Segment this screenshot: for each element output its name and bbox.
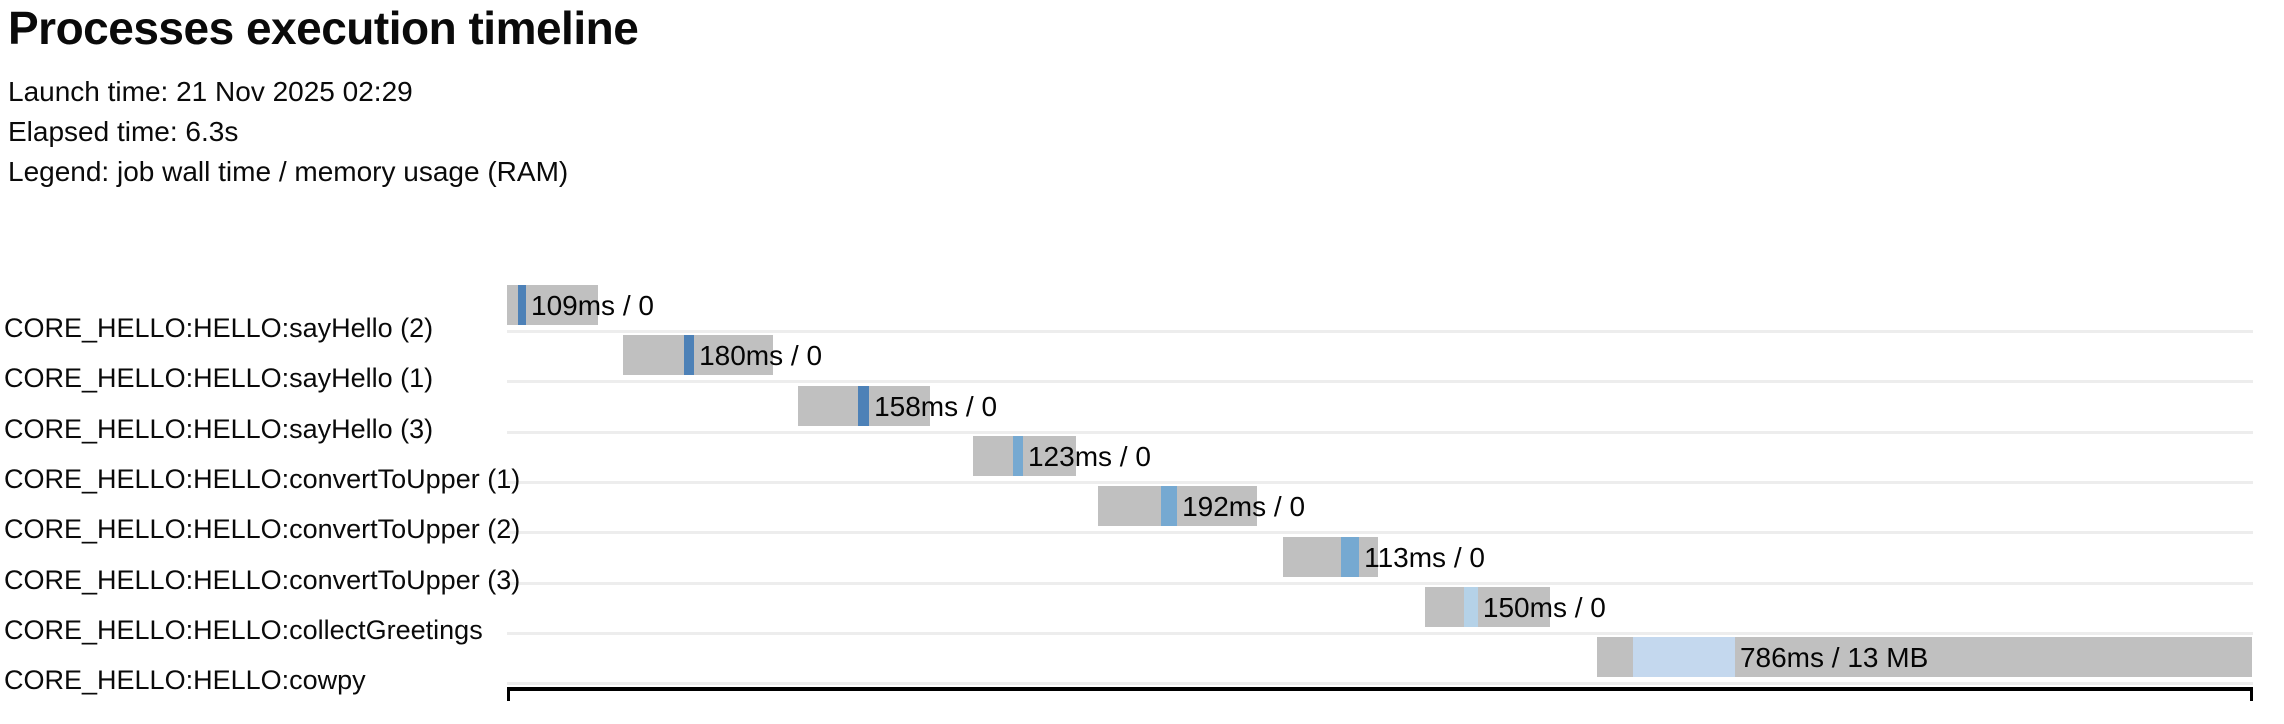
task-bar — [1283, 536, 1378, 577]
process-label: CORE_HELLO:HELLO:convertToUpper (2) — [4, 514, 521, 545]
timeline-row: CORE_HELLO:HELLO:collectGreetings 150ms /… — [0, 586, 2284, 645]
timeline-row: CORE_HELLO:HELLO:cowpy 786ms / 13 MB — [0, 637, 2284, 695]
lane-separator-line — [507, 330, 2253, 333]
task-run-segment — [1340, 536, 1360, 577]
task-bar — [1425, 586, 1550, 627]
process-label: CORE_HELLO:HELLO:collectGreetings — [4, 614, 483, 645]
task-value-label: 180ms / 0 — [699, 340, 823, 372]
timeline-row: CORE_HELLO:HELLO:convertToUpper (3) 113ms… — [0, 536, 2284, 595]
timeline-chart: CORE_HELLO:HELLO:sayHello (2) 109ms / 0 CO… — [0, 285, 2284, 724]
task-value-label: 192ms / 0 — [1182, 491, 1306, 523]
task-bar — [972, 435, 1077, 476]
task-run-segment — [1013, 435, 1023, 476]
task-track: 158ms / 0 — [507, 385, 2252, 426]
timeline-row: CORE_HELLO:HELLO:sayHello (1) 180ms / 0 — [0, 335, 2284, 393]
task-track: 150ms / 0 — [507, 586, 2252, 627]
task-value-label: 786ms / 13 MB — [1739, 642, 1929, 674]
timeline-row: CORE_HELLO:HELLO:convertToUpper (2) 192ms… — [0, 486, 2284, 544]
lane-separator-line — [507, 631, 2253, 635]
page-title: Processes execution timeline — [8, 2, 639, 54]
task-track: 123ms / 0 — [507, 435, 2252, 476]
process-label: CORE_HELLO:HELLO:convertToUpper (3) — [4, 564, 521, 595]
time-axis-tick-left — [507, 687, 510, 701]
task-run-segment — [1161, 486, 1178, 527]
process-label: CORE_HELLO:HELLO:sayHello (1) — [4, 363, 434, 394]
task-value-label: 123ms / 0 — [1027, 440, 1151, 472]
process-label: CORE_HELLO:HELLO:cowpy — [4, 665, 366, 696]
task-bar — [1098, 486, 1257, 527]
task-run-segment — [857, 385, 870, 426]
time-axis-tick-right — [2250, 687, 2253, 701]
task-track: 109ms / 0 — [507, 285, 2252, 325]
time-axis-line — [507, 687, 2253, 691]
run-metadata: Launch time: 21 Nov 2025 02:29 Elapsed t… — [8, 72, 568, 192]
task-track: 113ms / 0 — [507, 536, 2252, 577]
legend-text: Legend: job wall time / memory usage (RA… — [8, 156, 569, 187]
lane-separator-line — [507, 380, 2253, 384]
elapsed-time-text: Elapsed time: 6.3s — [8, 116, 239, 147]
launch-time-text: Launch time: 21 Nov 2025 02:29 — [8, 76, 413, 107]
task-run-segment — [1463, 586, 1478, 627]
task-value-label: 150ms / 0 — [1482, 591, 1606, 623]
lane-separator-line — [507, 531, 2253, 535]
task-value-label: 113ms / 0 — [1364, 541, 1485, 573]
lane-separator-line — [507, 430, 2253, 434]
task-track: 180ms / 0 — [507, 335, 2252, 376]
lane-separator-line — [507, 480, 2253, 484]
task-run-segment — [517, 285, 526, 325]
timeline-row: CORE_HELLO:HELLO:convertToUpper (1) 123ms… — [0, 435, 2284, 494]
task-value-label: 109ms / 0 — [531, 290, 654, 321]
lane-separator-line — [507, 682, 2253, 686]
task-run-segment — [1633, 637, 1735, 678]
task-bar — [623, 335, 773, 376]
task-track: 192ms / 0 — [507, 486, 2252, 527]
task-track: 786ms / 13 MB — [507, 637, 2252, 678]
lane-separator-line — [507, 581, 2253, 585]
timeline-row: CORE_HELLO:HELLO:sayHello (3) 158ms / 0 — [0, 385, 2284, 444]
timeline-row: CORE_HELLO:HELLO:sayHello (2) 109ms / 0 — [0, 285, 2284, 343]
task-run-segment — [683, 335, 695, 376]
process-label: CORE_HELLO:HELLO:sayHello (2) — [4, 313, 434, 343]
process-label: CORE_HELLO:HELLO:sayHello (3) — [4, 413, 434, 444]
task-value-label: 158ms / 0 — [874, 390, 998, 422]
process-label: CORE_HELLO:HELLO:convertToUpper (1) — [4, 463, 521, 494]
